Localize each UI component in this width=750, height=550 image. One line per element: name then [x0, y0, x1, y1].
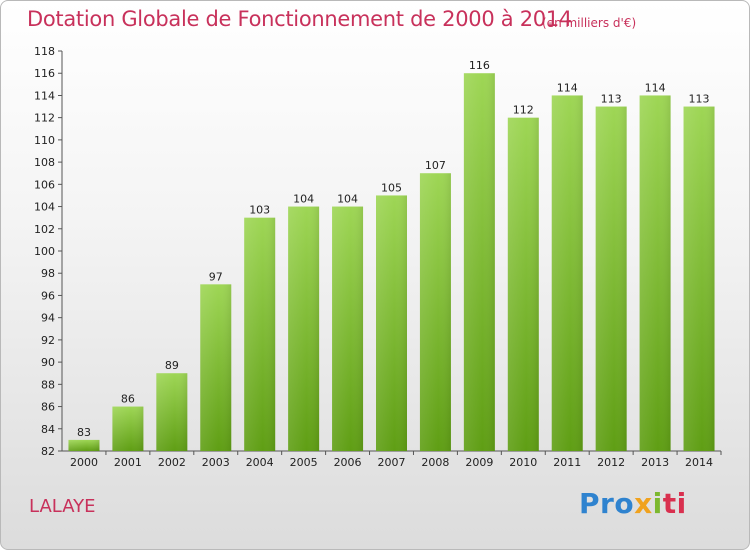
- y-tick-label: 84: [41, 423, 55, 436]
- x-tick-label: 2001: [114, 456, 142, 469]
- y-tick-label: 94: [41, 312, 55, 325]
- y-tick-label: 98: [41, 267, 55, 280]
- bar-shade-2000: [68, 439, 100, 451]
- logo-part-i: i: [652, 487, 663, 520]
- data-label-2010: 112: [513, 104, 534, 117]
- y-tick-label: 88: [41, 378, 55, 391]
- bar-shade-2002: [156, 373, 188, 451]
- commune-name: LALAYE: [29, 496, 96, 517]
- data-label-2003: 97: [209, 270, 223, 283]
- x-tick-label: 2000: [70, 456, 98, 469]
- proxiti-logo[interactable]: Proxiti: [579, 487, 687, 520]
- x-tick-label: 2011: [553, 456, 581, 469]
- bar-shade-2010: [507, 117, 539, 452]
- x-tick-label: 2002: [158, 456, 186, 469]
- data-label-2002: 89: [165, 359, 179, 372]
- y-tick-label: 112: [34, 112, 55, 125]
- y-tick-label: 82: [41, 445, 55, 458]
- y-tick-label: 108: [34, 156, 55, 169]
- bar-shade-2005: [288, 206, 320, 451]
- data-label-2006: 104: [337, 193, 358, 206]
- bar-shade-2006: [332, 206, 364, 451]
- bar-shade-2012: [595, 106, 627, 452]
- data-label-2007: 105: [381, 181, 402, 194]
- data-label-2014: 113: [689, 93, 710, 106]
- x-tick-label: 2003: [202, 456, 230, 469]
- x-tick-label: 2007: [378, 456, 406, 469]
- x-tick-label: 2014: [685, 456, 713, 469]
- data-label-2005: 104: [293, 193, 314, 206]
- y-tick-label: 114: [34, 89, 55, 102]
- x-tick-label: 2005: [290, 456, 318, 469]
- data-label-2009: 116: [469, 59, 490, 72]
- data-label-2001: 86: [121, 393, 135, 406]
- y-tick-label: 102: [34, 223, 55, 236]
- data-label-2013: 114: [645, 81, 666, 94]
- logo-part-pro: Pro: [579, 487, 635, 520]
- bar-shade-2004: [244, 217, 276, 451]
- data-label-2012: 113: [601, 93, 622, 106]
- y-tick-label: 116: [34, 67, 55, 80]
- data-label-2008: 107: [425, 159, 446, 172]
- y-tick-label: 106: [34, 178, 55, 191]
- y-tick-label: 86: [41, 401, 55, 414]
- bar-shade-2013: [639, 95, 671, 451]
- x-tick-label: 2008: [421, 456, 449, 469]
- chart-title: Dotation Globale de Fonctionnement de 20…: [27, 7, 572, 31]
- y-tick-label: 96: [41, 289, 55, 302]
- x-tick-label: 2012: [597, 456, 625, 469]
- bar-shade-2008: [419, 173, 451, 451]
- y-tick-label: 104: [34, 201, 55, 214]
- bar-shade-2014: [683, 106, 715, 452]
- bar-shade-2009: [463, 73, 495, 451]
- y-tick-label: 92: [41, 334, 55, 347]
- bar-shade-2001: [112, 406, 144, 451]
- y-tick-label: 118: [34, 45, 55, 58]
- data-labels: 83 86 89 97 103 104 104 105 107 116 112 114 113 114 11…: [77, 59, 710, 439]
- x-tick-label: 2009: [465, 456, 493, 469]
- y-tick-label: 110: [34, 134, 55, 147]
- logo-part-x: x: [634, 487, 653, 520]
- logo-part-ti: ti: [662, 487, 687, 520]
- x-tick-label: 2010: [509, 456, 537, 469]
- data-label-2004: 103: [249, 204, 270, 217]
- data-label-2000: 83: [77, 426, 91, 439]
- bar-shade-2011: [551, 95, 583, 451]
- x-tick-label: 2004: [246, 456, 274, 469]
- chart-unit: (en milliers d'€): [542, 16, 637, 30]
- x-tick-label: 2013: [641, 456, 669, 469]
- y-tick-label: 100: [34, 245, 55, 258]
- bar-shade-2003: [200, 284, 232, 451]
- bar-shade-2007: [376, 195, 407, 451]
- x-tick-label: 2006: [334, 456, 362, 469]
- axes: 82 84 86 88 90 92 94 96 98 100 102 104 106 108 110 112 1…: [34, 45, 722, 469]
- bars: [68, 73, 715, 452]
- y-tick-label: 90: [41, 356, 55, 369]
- data-label-2011: 114: [557, 81, 578, 94]
